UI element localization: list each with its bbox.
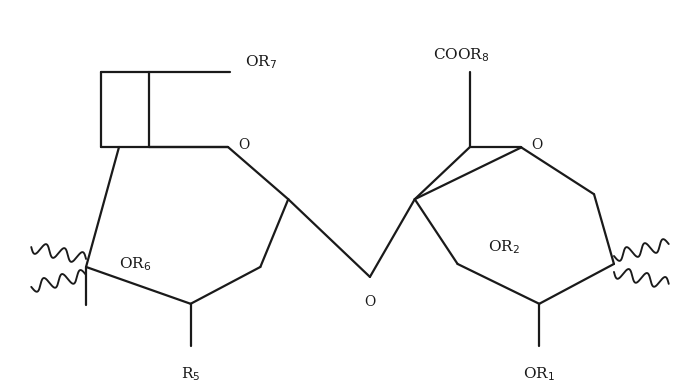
Text: OR$_6$: OR$_6$ [119, 255, 151, 273]
Text: COOR$_8$: COOR$_8$ [433, 46, 490, 64]
Text: R$_5$: R$_5$ [181, 365, 200, 383]
Text: OR$_7$: OR$_7$ [246, 53, 277, 71]
Text: O: O [531, 139, 542, 152]
Text: OR$_2$: OR$_2$ [489, 238, 520, 256]
Text: O: O [364, 295, 376, 309]
Text: OR$_1$: OR$_1$ [524, 365, 555, 383]
Text: O: O [239, 139, 250, 152]
